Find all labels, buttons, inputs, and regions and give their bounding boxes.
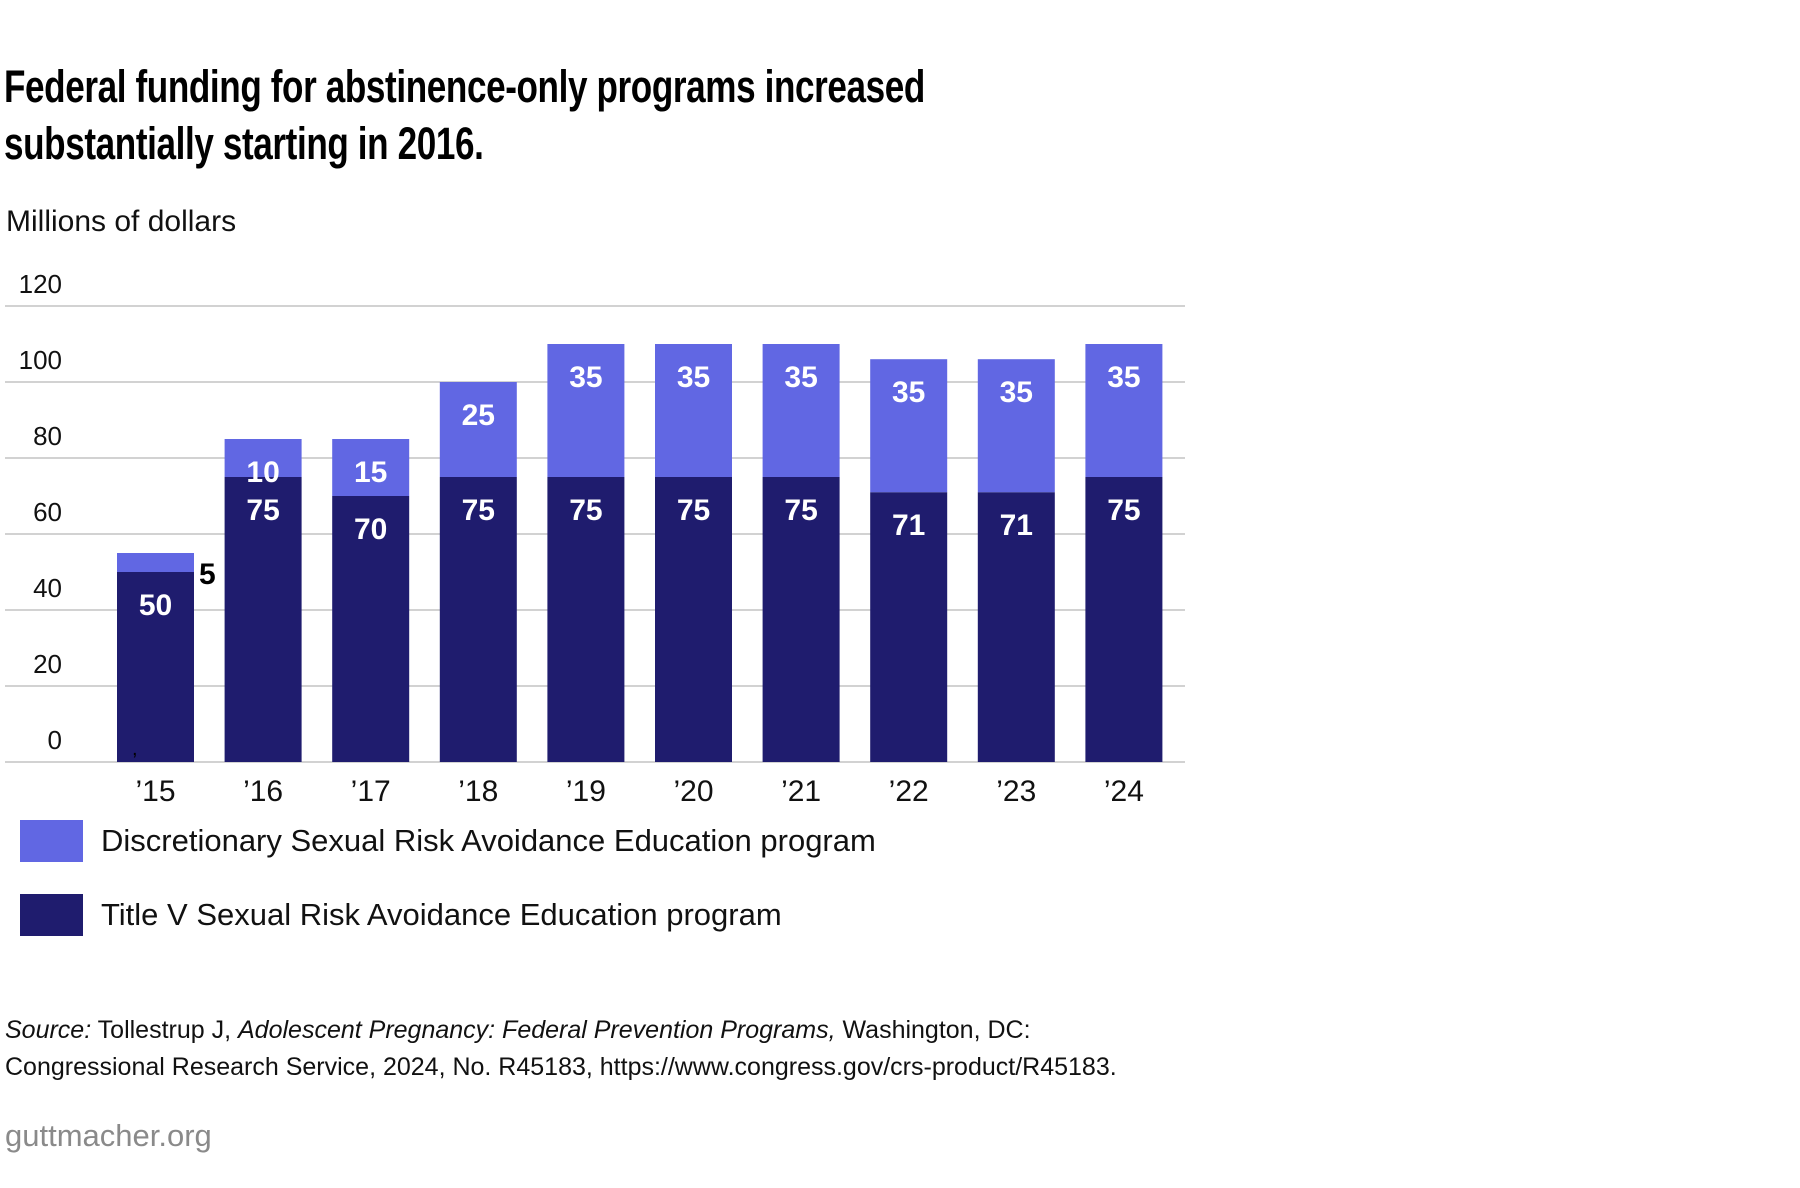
stray-comma-mark: , [132, 738, 138, 760]
data-label-discretionary-3: 25 [462, 399, 495, 432]
data-label-title-v-4: 75 [569, 494, 602, 527]
x-axis-ticks: ’15 ’16 ’17 ’18 ’19 ’20 ’21 ’22 ’23 ’24 [135, 775, 1143, 808]
x-tick-label-4: ’19 [566, 775, 606, 808]
source-author: Tollestrup J, [91, 1016, 238, 1044]
legend-item-title-v: Title V Sexual Risk Avoidance Education … [20, 894, 876, 936]
data-label-discretionary-1: 10 [246, 456, 279, 489]
chart-title-line-1: Federal funding for abstinence-only prog… [4, 61, 925, 112]
bar-segment-discretionary-4 [547, 344, 625, 477]
y-axis-label: Millions of dollars [6, 205, 237, 238]
source-work-title: Adolescent Pregnancy: Federal Prevention… [238, 1016, 836, 1044]
x-tick-label-2: ’17 [351, 775, 391, 808]
data-label-discretionary-7: 35 [892, 376, 925, 409]
data-label-discretionary-2: 15 [354, 456, 387, 489]
bar-segment-title-v-0 [117, 572, 194, 762]
guttmacher-logo: guttmacher.org [5, 1118, 212, 1153]
chart-title: Federal funding for abstinence-only prog… [4, 58, 925, 172]
data-label-discretionary-9: 35 [1107, 361, 1140, 394]
source-prefix: Source: [5, 1016, 92, 1044]
bar-segment-title-v-6 [762, 477, 840, 762]
y-tick-label-120: 120 [19, 269, 62, 299]
source-line-1: Source: Tollestrup J, Adolescent Pregnan… [5, 1012, 1117, 1049]
data-label-discretionary-0: 5 [199, 558, 216, 591]
source-line-2: Congressional Research Service, 2024, No… [5, 1053, 1117, 1081]
x-tick-label-1: ’16 [243, 775, 283, 808]
bar-segment-title-v-2 [332, 496, 410, 762]
data-label-discretionary-6: 35 [784, 361, 817, 394]
data-label-discretionary-4: 35 [569, 361, 602, 394]
bar-segment-title-v-1 [224, 477, 302, 762]
data-labels: 50 5 75 10 70 15 75 25 75 35 75 35 75 35 71 35 71 35 75 35 [139, 361, 1141, 622]
data-label-discretionary-8: 35 [1000, 376, 1033, 409]
y-tick-label-40: 40 [33, 573, 62, 603]
bar-segment-discretionary-5 [655, 344, 732, 477]
bar-segment-title-v-4 [547, 477, 625, 762]
data-label-title-v-0: 50 [139, 589, 172, 622]
bars [117, 344, 1163, 762]
bar-segment-discretionary-8 [977, 359, 1055, 493]
y-tick-label-0: 0 [48, 725, 62, 755]
x-tick-label-8: ’23 [996, 775, 1036, 808]
bar-segment-discretionary-2 [332, 439, 410, 496]
data-label-title-v-3: 75 [462, 494, 495, 527]
data-label-title-v-1: 75 [246, 494, 279, 527]
bar-segment-title-v-7 [870, 492, 948, 762]
source-note: Source: Tollestrup J, Adolescent Pregnan… [5, 1012, 1117, 1086]
bar-segment-discretionary-9 [1085, 344, 1163, 477]
bar-segment-discretionary-1 [224, 439, 302, 477]
data-label-title-v-2: 70 [354, 513, 387, 546]
legend: Discretionary Sexual Risk Avoidance Educ… [20, 820, 876, 968]
data-label-discretionary-5: 35 [677, 361, 710, 394]
legend-swatch-discretionary [20, 820, 83, 862]
data-label-title-v-8: 71 [1000, 509, 1033, 542]
x-tick-label-5: ’20 [673, 775, 713, 808]
y-axis-ticks: 0 20 40 60 80 100 120 [19, 269, 62, 755]
y-tick-label-60: 60 [33, 497, 62, 527]
bar-segment-title-v-5 [655, 477, 732, 762]
chart-title-line-2: substantially starting in 2016. [4, 118, 484, 169]
x-tick-label-0: ’15 [135, 775, 175, 808]
x-tick-label-3: ’18 [458, 775, 498, 808]
legend-swatch-title-v [20, 894, 83, 936]
bar-segment-discretionary-7 [870, 359, 948, 493]
data-label-title-v-5: 75 [677, 494, 710, 527]
x-tick-label-6: ’21 [781, 775, 821, 808]
bar-segment-discretionary-0 [117, 553, 194, 572]
legend-label-title-v: Title V Sexual Risk Avoidance Education … [101, 897, 782, 932]
bar-segment-discretionary-6 [762, 344, 840, 477]
bar-segment-title-v-9 [1085, 477, 1163, 762]
bar-segment-title-v-3 [439, 477, 517, 762]
bar-segment-discretionary-3 [439, 382, 517, 477]
y-tick-label-20: 20 [33, 649, 62, 679]
stacked-bar-chart: 0 20 40 60 80 100 120 50 5 75 10 70 15 75 25 75 35 75 35 7… [5, 269, 1185, 808]
bar-segment-title-v-8 [977, 492, 1055, 762]
legend-item-discretionary: Discretionary Sexual Risk Avoidance Educ… [20, 820, 876, 862]
x-tick-label-9: ’24 [1104, 775, 1144, 808]
y-tick-label-80: 80 [33, 421, 62, 451]
data-label-title-v-9: 75 [1107, 494, 1140, 527]
y-tick-label-100: 100 [19, 345, 62, 375]
data-label-title-v-6: 75 [784, 494, 817, 527]
legend-label-discretionary: Discretionary Sexual Risk Avoidance Educ… [101, 823, 876, 858]
source-publisher: Washington, DC: [835, 1016, 1031, 1044]
x-tick-label-7: ’22 [889, 775, 929, 808]
data-label-title-v-7: 71 [892, 509, 925, 542]
